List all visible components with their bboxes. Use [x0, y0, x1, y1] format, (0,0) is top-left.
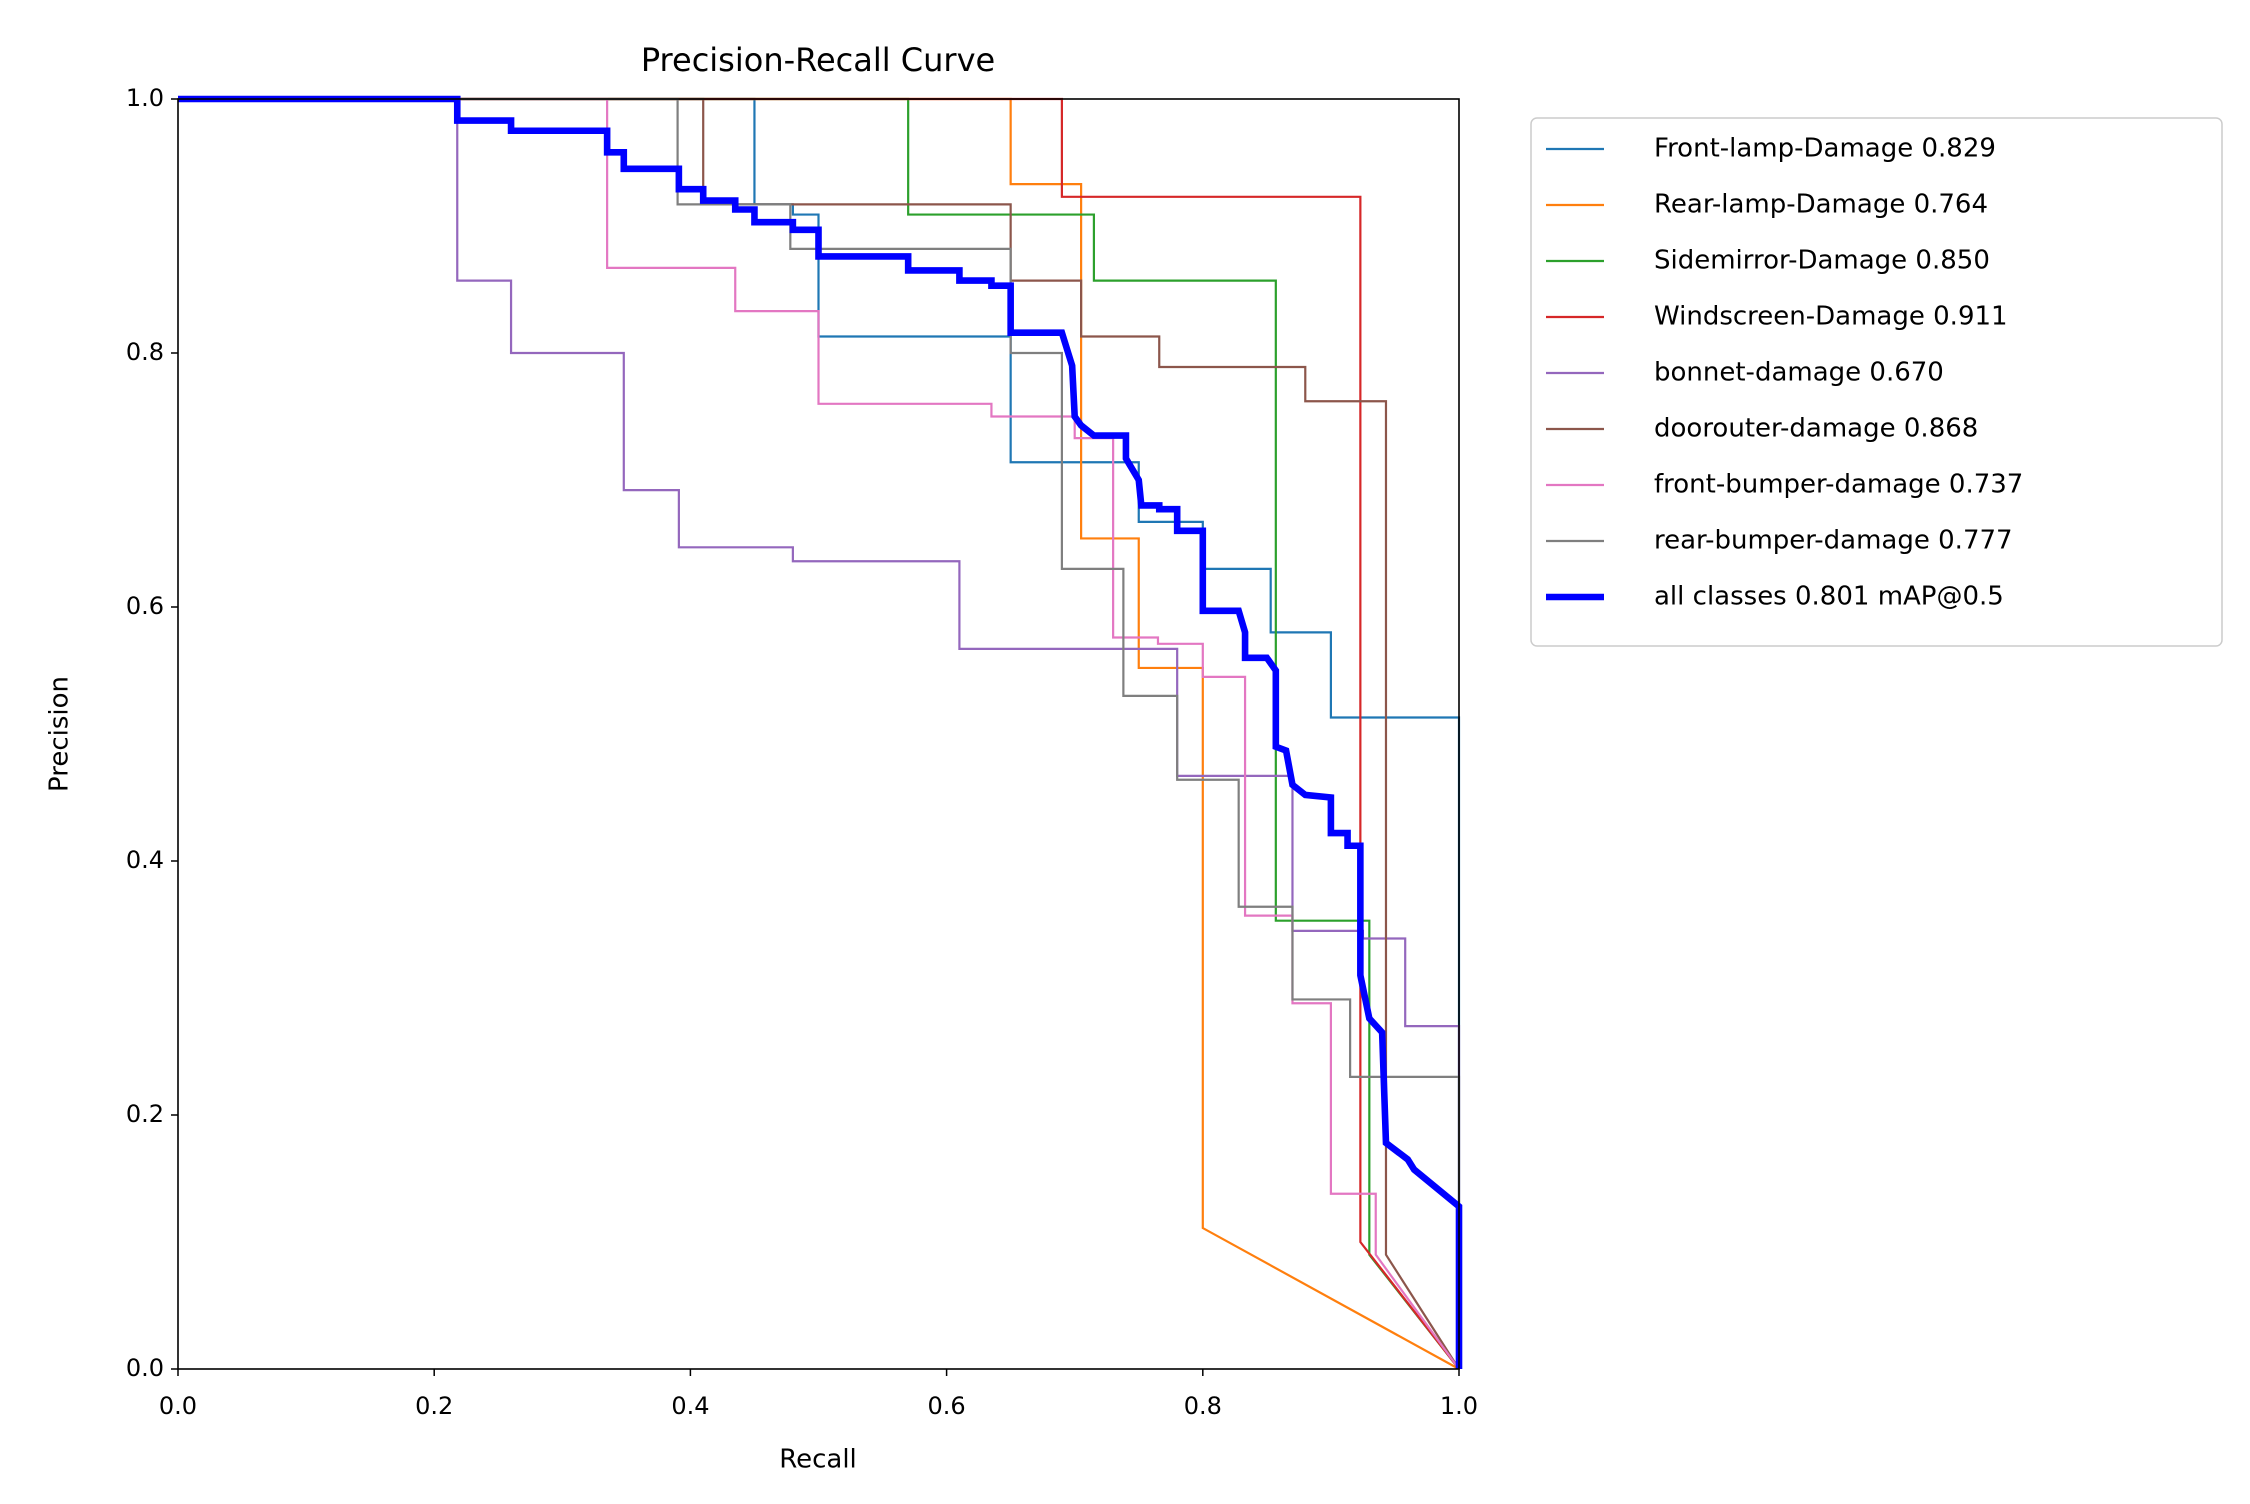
y-tick-label: 0.4: [126, 846, 164, 874]
legend-label: rear-bumper-damage 0.777: [1654, 526, 2013, 556]
y-tick-label: 0.6: [126, 592, 164, 620]
x-axis-label: Recall: [779, 1445, 857, 1475]
legend-label: front-bumper-damage 0.737: [1654, 470, 2023, 500]
legend: Front-lamp-Damage 0.829 Rear-lamp-Damage …: [1530, 117, 2223, 647]
legend-label: doorouter-damage 0.868: [1654, 414, 1978, 444]
pr-curve: [178, 97, 1460, 1370]
legend-label: Rear-lamp-Damage 0.764: [1654, 190, 1988, 220]
legend-label: Front-lamp-Damage 0.829: [1654, 134, 1996, 164]
y-tick-label: 0.0: [126, 1354, 164, 1382]
legend-label: all classes 0.801 mAP@0.5: [1654, 582, 2004, 612]
x-tick-label: 1.0: [1440, 1392, 1478, 1420]
plot-frame: [177, 98, 1460, 1370]
chart-title: Precision-Recall Curve: [641, 41, 995, 79]
pr-curve: [178, 97, 1461, 1369]
pr-curve: [178, 97, 1460, 1370]
x-tick-label: 0.2: [415, 1392, 453, 1420]
legend-label: Windscreen-Damage 0.911: [1654, 302, 2008, 332]
y-tick-label: 0.2: [126, 1100, 164, 1128]
pr-curve: [178, 95, 1463, 1369]
pr-curve: [178, 97, 1461, 1369]
legend-label: Sidemirror-Damage 0.850: [1654, 246, 1990, 276]
x-tick-label: 0.4: [671, 1392, 709, 1420]
legend-box: [1530, 117, 2223, 647]
legend-label: bonnet-damage 0.670: [1654, 358, 1944, 388]
y-tick-label: 0.8: [126, 338, 164, 366]
pr-curve: [178, 97, 1460, 1370]
x-tick-label: 0.8: [1184, 1392, 1222, 1420]
x-tick-label: 0.6: [928, 1392, 966, 1420]
y-tick-label: 1.0: [126, 84, 164, 112]
x-tick-label: 0.0: [159, 1392, 197, 1420]
y-axis-label: Precision: [45, 676, 75, 792]
